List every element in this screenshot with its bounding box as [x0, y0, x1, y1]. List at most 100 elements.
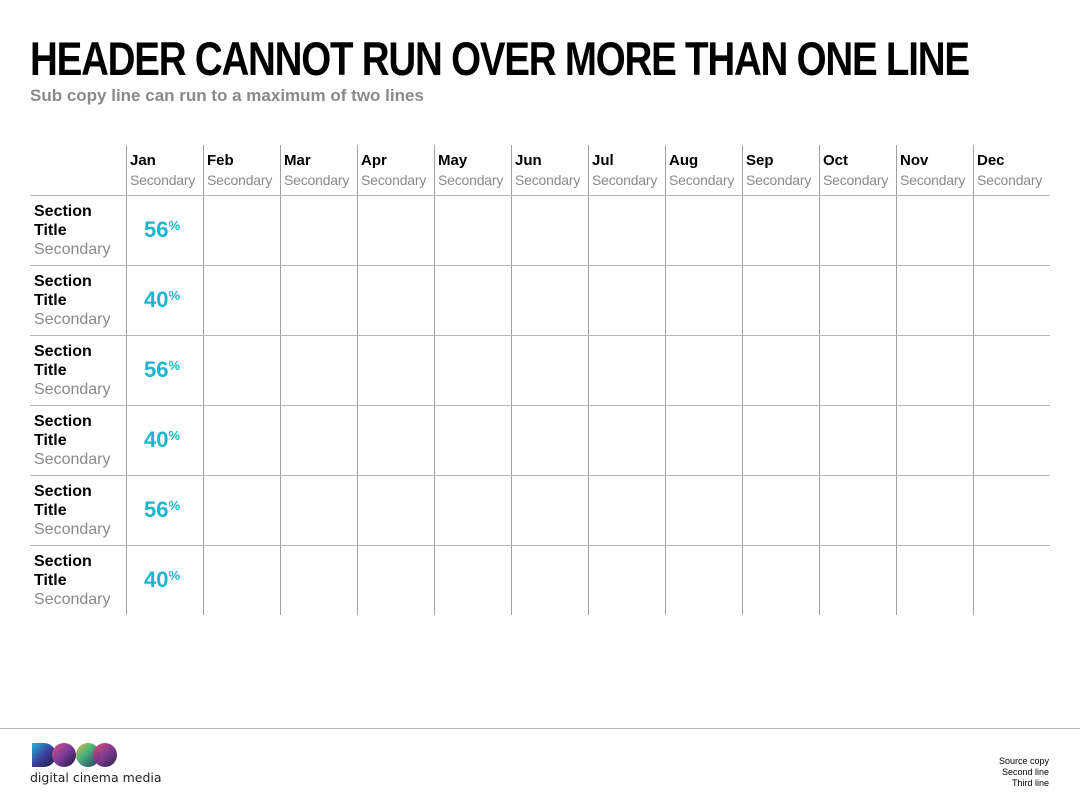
- month-name: Oct: [823, 152, 849, 169]
- section-title: Section Title: [34, 273, 92, 309]
- value-cell: 40%: [126, 406, 203, 475]
- empty-cell: [588, 196, 665, 265]
- month-header: Jul Secondary: [588, 145, 665, 195]
- empty-cell: [511, 476, 588, 545]
- empty-cell: [280, 336, 357, 405]
- empty-cell: [665, 336, 742, 405]
- month-header: Mar Secondary: [280, 145, 357, 195]
- month-secondary: Secondary: [284, 172, 350, 188]
- empty-cell: [819, 476, 896, 545]
- empty-cell: [742, 406, 819, 475]
- empty-cell: [203, 196, 280, 265]
- month-secondary: Secondary: [361, 172, 427, 188]
- source-line: Third line: [1011, 778, 1049, 788]
- month-header: May Secondary: [434, 145, 511, 195]
- page-title: HEADER CANNOT RUN OVER MORE THAN ONE LIN…: [30, 32, 970, 85]
- month-header: Dec Secondary: [973, 145, 1050, 195]
- dcm-logo: digital cinema media: [30, 741, 165, 792]
- percent-sign: %: [168, 568, 181, 583]
- value-cell: 56%: [126, 336, 203, 405]
- value-number: 56: [144, 497, 169, 522]
- empty-cell: [434, 336, 511, 405]
- percent-sign: %: [168, 288, 181, 303]
- section-title: Section Title: [34, 553, 92, 589]
- empty-cell: [588, 266, 665, 335]
- empty-cell: [896, 406, 973, 475]
- month-header: Jun Secondary: [511, 145, 588, 195]
- empty-cell: [434, 266, 511, 335]
- month-header: Feb Secondary: [203, 145, 280, 195]
- empty-cell: [588, 406, 665, 475]
- empty-cell: [742, 266, 819, 335]
- month-name: Feb: [207, 152, 234, 169]
- empty-cell: [511, 196, 588, 265]
- value-cell: 40%: [126, 266, 203, 335]
- empty-cell: [665, 546, 742, 615]
- empty-cell: [203, 266, 280, 335]
- section-secondary: Secondary: [34, 591, 111, 608]
- empty-cell: [280, 546, 357, 615]
- month-secondary: Secondary: [669, 172, 735, 188]
- value-number: 40: [144, 287, 169, 312]
- empty-cell: [819, 546, 896, 615]
- value-number: 40: [144, 567, 169, 592]
- empty-cell: [665, 476, 742, 545]
- empty-cell: [973, 196, 1050, 265]
- empty-cell: [742, 546, 819, 615]
- section-title: Section Title: [34, 483, 92, 519]
- month-name: May: [438, 152, 468, 169]
- empty-cell: [819, 406, 896, 475]
- empty-cell: [896, 336, 973, 405]
- table-row: Section Title Secondary 40%: [30, 546, 1050, 615]
- empty-cell: [973, 336, 1050, 405]
- month-header: Nov Secondary: [896, 145, 973, 195]
- table-row: Section Title Secondary 40%: [30, 266, 1050, 336]
- percentage-value: 40%: [144, 568, 180, 592]
- empty-cell: [511, 266, 588, 335]
- table-row: Section Title Secondary 56%: [30, 336, 1050, 406]
- month-name: Jan: [130, 152, 156, 169]
- section-title: Section Title: [34, 203, 92, 239]
- source-line: Second line: [1001, 767, 1049, 777]
- empty-cell: [511, 546, 588, 615]
- empty-cell: [357, 546, 434, 615]
- empty-cell: [280, 406, 357, 475]
- empty-cell: [588, 476, 665, 545]
- empty-cell: [819, 336, 896, 405]
- month-secondary: Secondary: [900, 172, 966, 188]
- month-header: Jan Secondary: [126, 145, 203, 195]
- percent-sign: %: [168, 218, 181, 233]
- month-secondary: Secondary: [130, 172, 196, 188]
- empty-cell: [434, 406, 511, 475]
- section-cell: Section Title Secondary: [30, 266, 126, 335]
- month-secondary: Secondary: [515, 172, 581, 188]
- empty-cell: [588, 336, 665, 405]
- empty-cell: [973, 266, 1050, 335]
- empty-cell: [357, 266, 434, 335]
- month-secondary: Secondary: [438, 172, 504, 188]
- percentage-value: 56%: [144, 358, 180, 382]
- month-secondary: Secondary: [207, 172, 273, 188]
- empty-cell: [203, 476, 280, 545]
- table-row: Section Title Secondary 56%: [30, 476, 1050, 546]
- value-cell: 56%: [126, 476, 203, 545]
- empty-cell: [357, 476, 434, 545]
- empty-cell: [896, 196, 973, 265]
- section-title: Section Title: [34, 343, 92, 379]
- empty-cell: [280, 476, 357, 545]
- section-cell: Section Title Secondary: [30, 476, 126, 545]
- month-name: Apr: [361, 152, 387, 169]
- empty-cell: [973, 476, 1050, 545]
- empty-cell: [819, 196, 896, 265]
- section-title: Section Title: [34, 413, 92, 449]
- month-name: Aug: [669, 152, 699, 169]
- section-secondary: Secondary: [34, 451, 111, 468]
- empty-cell: [896, 546, 973, 615]
- empty-cell: [665, 406, 742, 475]
- month-header: Apr Secondary: [357, 145, 434, 195]
- month-header: Oct Secondary: [819, 145, 896, 195]
- dcm-logo-mark: digital cinema media: [30, 743, 162, 785]
- empty-cell: [434, 546, 511, 615]
- empty-cell: [742, 196, 819, 265]
- empty-cell: [357, 196, 434, 265]
